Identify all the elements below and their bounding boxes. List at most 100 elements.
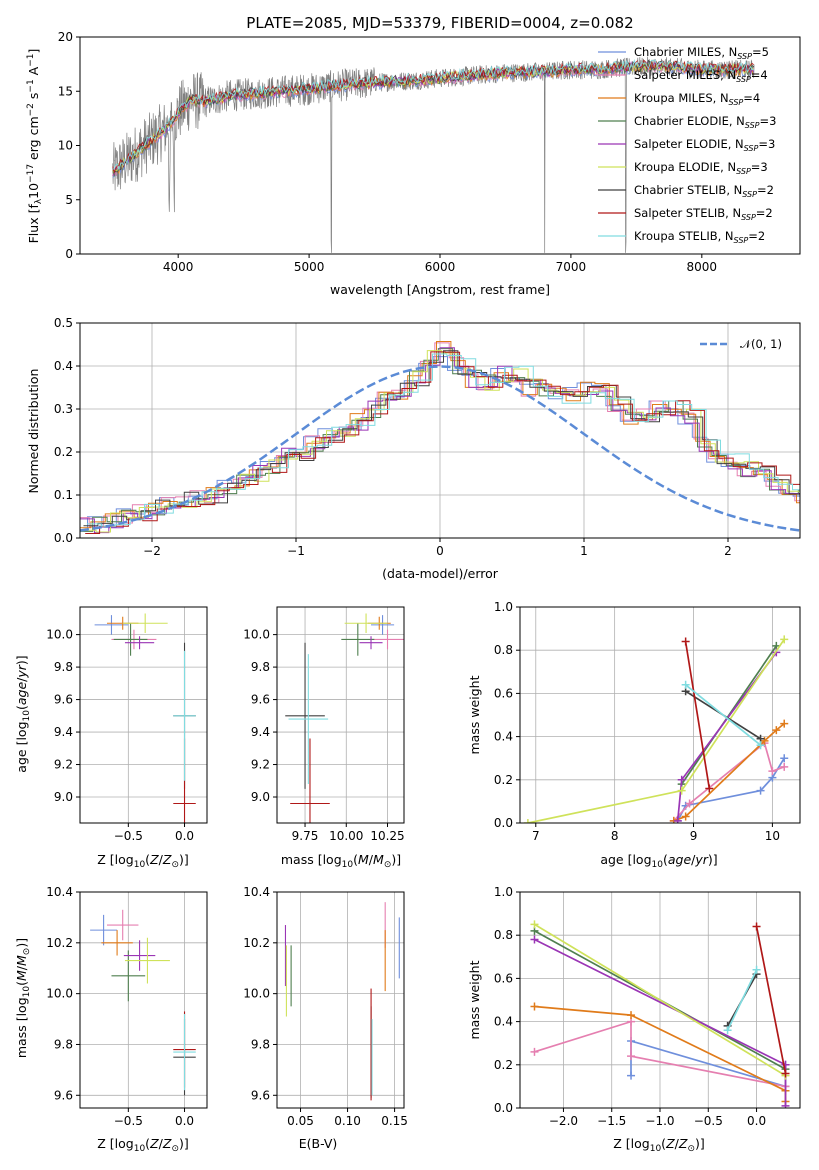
x-tick-label: −2 — [143, 544, 161, 558]
x-tick-label: 8 — [611, 829, 619, 843]
residuals-ylabel: Normed distribution — [26, 369, 41, 494]
axes-frame — [79, 606, 208, 824]
weight-marker — [677, 786, 686, 795]
legend-label: Chabrier MILES, NSSP=5 — [634, 45, 769, 61]
weight-lines — [523, 635, 789, 823]
weight-line — [684, 641, 711, 789]
x-tick-label: −0.5 — [114, 1114, 143, 1128]
histograms — [80, 341, 800, 534]
weight-marker — [752, 965, 761, 974]
histogram-step — [80, 341, 800, 529]
age-weight-ylabel: mass weight — [467, 675, 482, 754]
y-tick-label: 0.4 — [494, 730, 513, 744]
y-tick-label: 10.2 — [46, 936, 73, 950]
x-tick-label: 7000 — [556, 260, 587, 274]
x-tick-label: −0.5 — [694, 1114, 723, 1128]
y-tick-label: 9.6 — [54, 693, 73, 707]
y-tick-label: 0.0 — [494, 1101, 513, 1115]
weight-marker — [627, 1011, 636, 1020]
x-tick-label: 0.10 — [334, 1114, 361, 1128]
model-spectrum-line — [112, 61, 755, 177]
z-weight-panel: −2.0 −1.5 −1.0 −0.5 0.0 0.0 0.2 0.4 0.6 0.8 1.0 — [494, 885, 801, 1128]
axes-frame — [276, 891, 405, 1109]
error-bars — [94, 613, 196, 823]
y-tick-label: 1.0 — [494, 600, 513, 614]
ebv-mass-xlabel: E(B-V) — [299, 1136, 338, 1151]
legend-label: Kroupa STELIB, NSSP=2 — [634, 229, 765, 245]
weight-marker — [780, 635, 789, 644]
weight-line — [726, 969, 758, 1031]
spectrum-legend: Chabrier MILES, NSSP=5 Salpeter MILES, NS… — [598, 45, 776, 245]
y-tick-label: 0.4 — [54, 359, 73, 373]
y-tick-label: 0.0 — [494, 816, 513, 830]
axes-frame — [79, 891, 208, 1109]
legend-label: Salpeter MILES, NSSP=4 — [634, 68, 768, 84]
weight-marker — [772, 726, 781, 735]
weight-marker — [681, 812, 690, 821]
legend-label: Salpeter STELIB, NSSP=2 — [634, 206, 773, 222]
weight-marker — [780, 762, 789, 771]
y-tick-label: 9.6 — [251, 1088, 270, 1102]
x-tick-label: −0.5 — [114, 829, 143, 843]
legend-label: Kroupa ELODIE, NSSP=3 — [634, 160, 768, 176]
y-tick-label: 5 — [65, 193, 73, 207]
legend-label: 𝒩(0, 1) — [740, 337, 782, 351]
z-mass-xlabel: Z [log10(Z/Z⊙)] — [97, 1136, 189, 1154]
x-tick-label: 9.75 — [292, 829, 319, 843]
y-tick-label: 9.2 — [54, 758, 73, 772]
x-tick-label: 4000 — [163, 260, 194, 274]
weight-marker — [781, 1060, 790, 1069]
y-tick-label: 9.8 — [54, 1037, 73, 1051]
y-tick-label: 10.4 — [243, 885, 270, 899]
y-tick-label: 20 — [58, 30, 73, 44]
y-tick-label: 9.4 — [54, 725, 73, 739]
weight-marker — [681, 680, 690, 689]
x-tick-label: 0.0 — [747, 1114, 766, 1128]
x-tick-label: −1.0 — [645, 1114, 674, 1128]
x-tick-label: 0 — [436, 544, 444, 558]
weight-line — [534, 1020, 786, 1088]
weight-marker — [673, 816, 682, 823]
axes-frame — [519, 891, 801, 1109]
y-tick-label: 0.1 — [54, 488, 73, 502]
age-weight-xlabel: age [log10(age/yr)] — [600, 852, 717, 870]
residuals-xlabel: (data-model)/error — [382, 566, 499, 581]
weight-marker — [681, 637, 690, 646]
histogram-step — [80, 342, 800, 528]
weight-lines — [530, 920, 790, 1108]
error-bars — [90, 909, 196, 1096]
y-tick-label: 0.2 — [494, 773, 513, 787]
z-mass-panel: −0.5 0.0 9.6 9.8 10.0 10.2 10.4 — [46, 885, 208, 1128]
y-tick-label: 0.0 — [54, 531, 73, 545]
weight-marker — [768, 767, 777, 776]
y-tick-label: 10.0 — [243, 987, 270, 1001]
weight-marker — [756, 741, 765, 750]
x-tick-label: 10.25 — [370, 829, 404, 843]
error-bars — [284, 902, 400, 1101]
y-tick-label: 9.8 — [54, 660, 73, 674]
histogram-step — [85, 351, 800, 534]
x-tick-label: 0.0 — [175, 829, 194, 843]
y-tick-label: 10.2 — [243, 936, 270, 950]
weight-marker — [530, 920, 539, 929]
z-age-xlabel: Z [log10(Z/Z⊙)] — [97, 852, 189, 870]
weight-marker — [705, 784, 714, 793]
data-spectrum — [112, 56, 755, 253]
histogram-step — [80, 348, 800, 532]
y-tick-label: 0.6 — [494, 686, 513, 700]
z-weight-xlabel: Z [log10(Z/Z⊙)] — [613, 1136, 705, 1154]
y-tick-label: 10 — [58, 139, 73, 153]
y-tick-label: 0.2 — [494, 1058, 513, 1072]
x-tick-label: 0.15 — [381, 1114, 408, 1128]
x-tick-label: 5000 — [294, 260, 325, 274]
histogram-step — [80, 347, 800, 534]
y-tick-label: 10.0 — [46, 987, 73, 1001]
y-tick-label: 1.0 — [494, 885, 513, 899]
y-tick-label: 10.0 — [243, 628, 270, 642]
spectrum-title: PLATE=2085, MJD=53379, FIBERID=0004, z=0… — [246, 14, 633, 32]
weight-marker — [752, 922, 761, 931]
x-tick-label: 10.00 — [329, 829, 363, 843]
y-tick-label: 9.2 — [251, 758, 270, 772]
y-tick-label: 9.6 — [54, 1088, 73, 1102]
